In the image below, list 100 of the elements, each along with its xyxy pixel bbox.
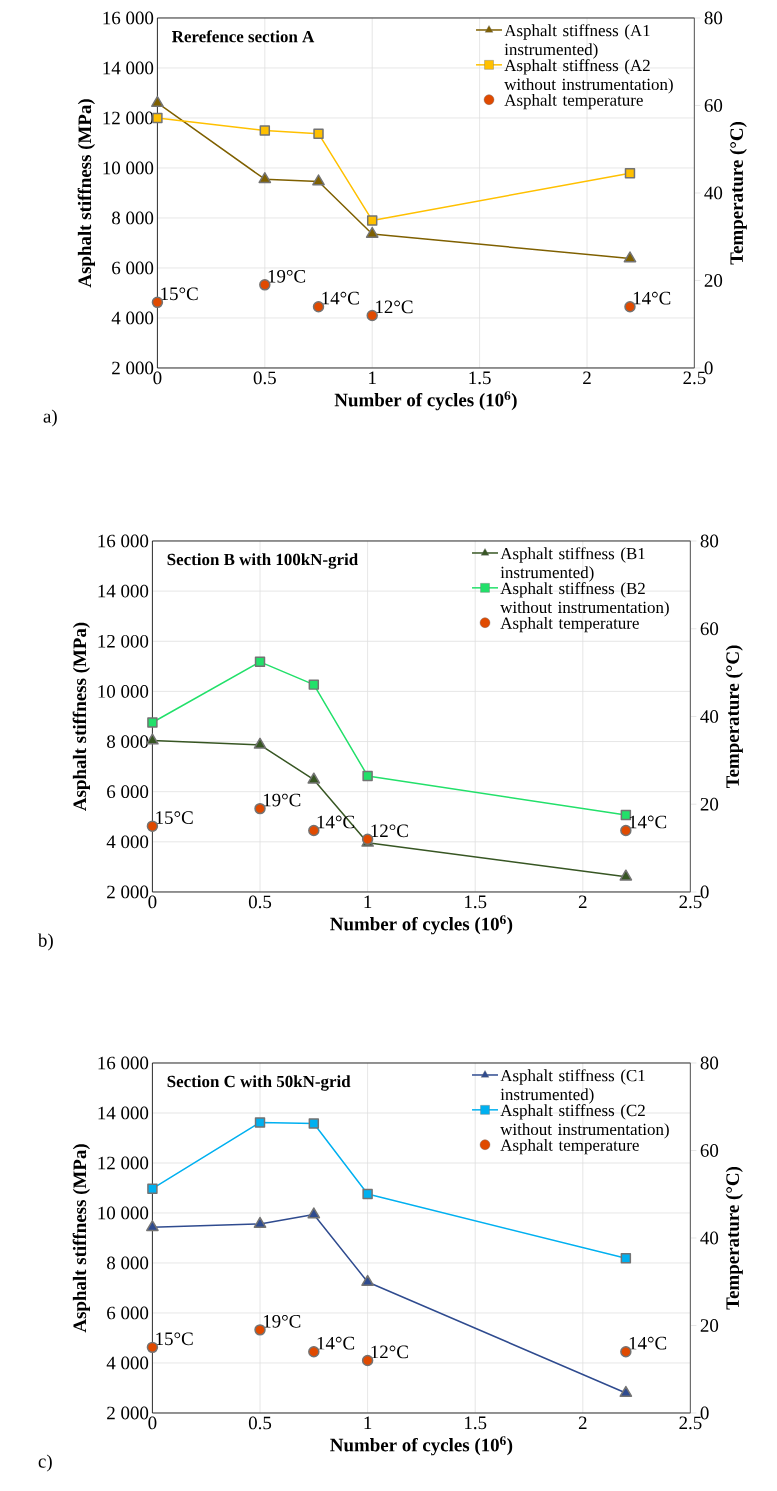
x-tick-label: 0 [148,1416,157,1430]
text: Section C with 50kN-grid [167,1075,351,1091]
y-tick-label: 16 000 [98,534,148,548]
y2-tick-label: 20 [700,797,718,811]
y-tick-label: 8 000 [106,735,148,748]
point [258,279,271,291]
y-tick-label: 2 000 [106,1406,148,1420]
y-tick-label: 10 000 [103,161,153,175]
data-label: 12°C [375,300,413,314]
point [258,172,271,184]
legend-label: Asphalt stiffness (B2 without instrumentation) [500,582,669,617]
x-tick-label: 0 [148,895,157,909]
data-label: 15°C [156,1332,193,1346]
point [624,301,636,313]
x-tick-label: 1 [364,895,372,908]
y2-tick-label: 40 [700,710,718,723]
x-axis-title: Number of cycles (10$^{6}$) [329,1436,512,1456]
y-axis-title: Asphalt stiffness (MPa) [72,622,90,811]
data-label: 14°C [633,291,671,305]
text: c) [38,1454,52,1472]
x-tick-label: 0.5 [248,1416,271,1430]
data-label: 14°C [322,291,359,305]
x-tick-label: 1.5 [464,1416,487,1430]
point [619,1385,633,1397]
y-tick-label: 10 000 [98,685,148,698]
y-tick-label: 14 000 [98,1106,148,1120]
point [620,1253,631,1264]
y2-tick-label: 0 [704,361,713,375]
point [253,737,267,749]
y2-tick-label: 60 [704,99,722,112]
y-tick-label: 12 000 [98,634,148,648]
y-tick-label: 14 000 [103,61,153,75]
y2-tick-label: 80 [700,534,718,548]
point [308,1118,319,1129]
y2-tick-label: 0 [700,1406,709,1420]
point [146,717,158,728]
y2-tick-label: 60 [700,1144,718,1157]
y2-tick-label: 0 [700,885,709,899]
x-tick-label: 2 [578,1416,587,1430]
y2-tick-label: 60 [700,622,718,636]
legend-label: Asphalt stiffness (C2 without instrumentation) [500,1104,669,1139]
y-tick-label: 8 000 [111,211,153,225]
y2-tick-label: 40 [704,186,722,200]
point [619,869,633,881]
point [624,167,636,179]
legend-label: Asphalt stiffness (A2 without instrumentation) [504,59,673,94]
point [313,128,324,139]
legend-label: Asphalt stiffness (C1 instrumented) [500,1069,645,1104]
x-tick-label: 2 [578,895,587,909]
text: b) [37,933,53,951]
y2-tick-label: 20 [700,1319,718,1332]
y-tick-label: 12 000 [103,111,153,125]
point [362,770,373,782]
data-label: 19°C [263,1314,301,1328]
point [146,1341,158,1354]
legend-label: Asphalt temperature [500,1138,639,1155]
legend-label: Asphalt temperature [504,93,643,110]
y-tick-label: 8 000 [106,1256,148,1270]
point [254,1117,266,1128]
y2-axis-title: Temperature (°C) [725,645,743,789]
y2-axis-title: Temperature (°C) [729,121,747,265]
point [254,656,266,668]
y-tick-label: 6 000 [111,261,153,275]
x-tick-label: 2.5 [679,1416,702,1430]
y-tick-label: 4 000 [106,835,148,849]
point [620,809,631,821]
y-tick-label: 12 000 [98,1156,148,1170]
y2-tick-label: 80 [700,1056,718,1070]
data-label: 14°C [629,815,666,829]
y-tick-label: 2 000 [111,361,153,375]
y-axis-title: Asphalt stiffness (MPa) [77,99,95,288]
x-tick-label: 1.5 [469,371,491,385]
data-label: 15°C [161,287,198,301]
y-tick-label: 4 000 [111,311,153,325]
point [307,824,320,837]
point [146,820,158,832]
y2-tick-label: 80 [704,11,722,25]
x-tick-label: 2.5 [679,895,702,909]
x-tick-label: 0.5 [253,371,276,385]
point [308,679,319,690]
data-label: 19°C [268,269,305,283]
y2-tick-label: 20 [704,274,722,287]
y-tick-label: 14 000 [98,584,148,598]
point [307,1346,320,1358]
y-tick-label: 4 000 [106,1356,148,1370]
point [311,174,325,186]
x-axis-title: Number of cycles (10$^{6}$) [329,915,512,935]
point [362,1188,373,1200]
point [619,1346,632,1358]
point [365,226,379,238]
data-label: 14°C [317,1336,354,1350]
x-tick-label: 1 [364,1416,372,1429]
text: a) [43,409,57,427]
y-tick-label: 16 000 [103,11,153,25]
point [366,309,378,322]
data-label: 15°C [156,811,193,824]
y2-tick-label: 40 [700,1231,718,1245]
x-tick-label: 0.5 [248,895,271,909]
point [259,125,270,136]
y-tick-label: 2 000 [106,885,148,899]
